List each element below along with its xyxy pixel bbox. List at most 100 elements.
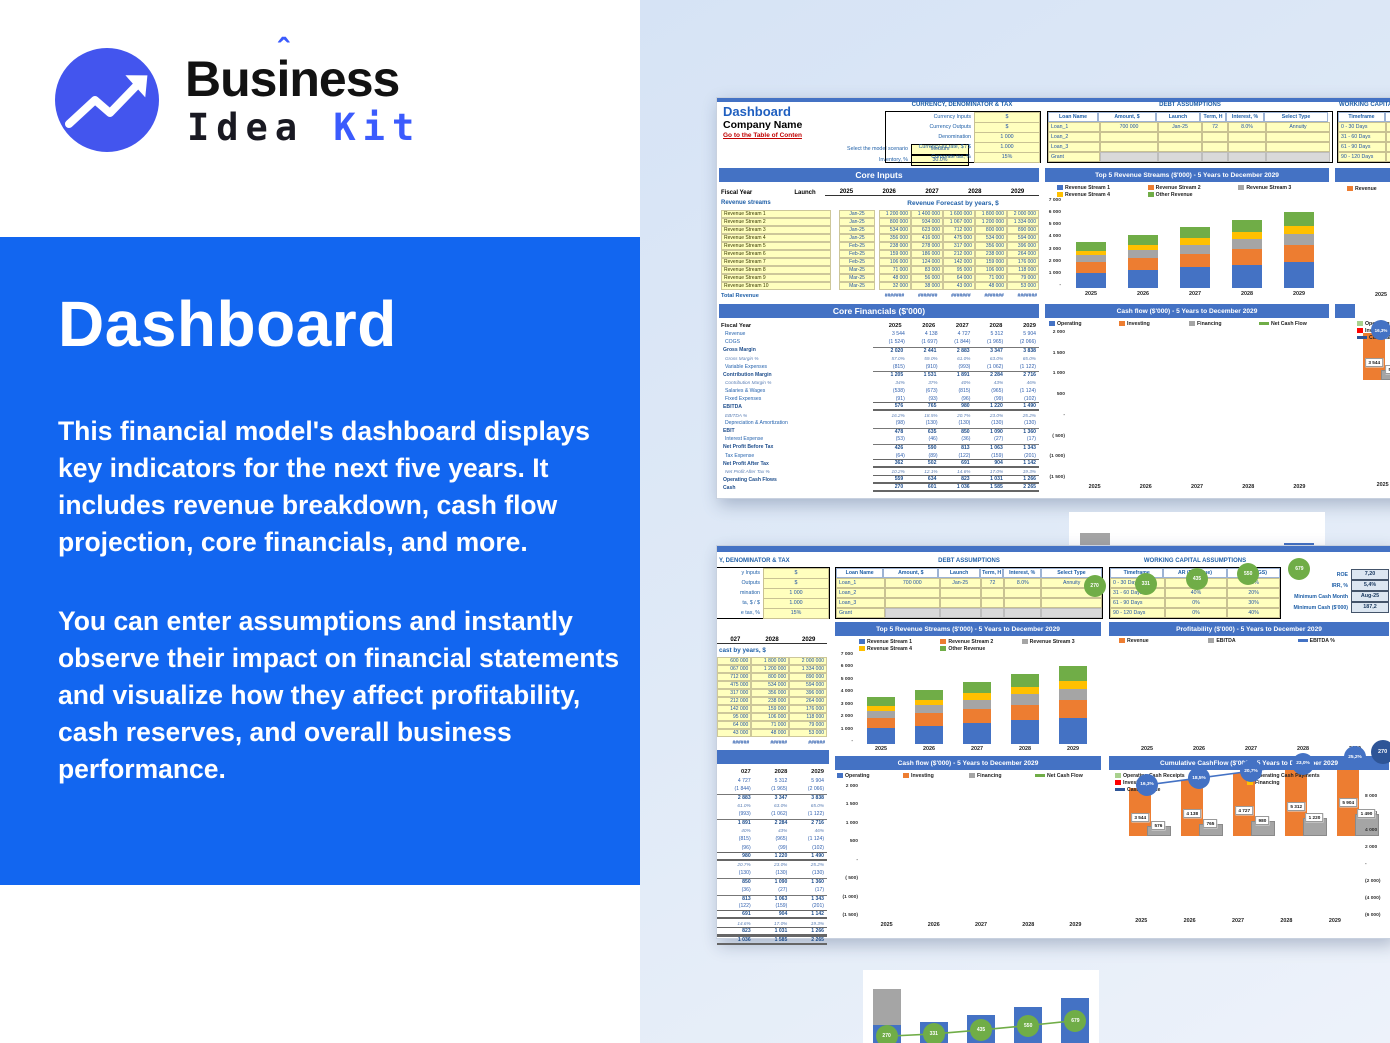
stream-value-cell[interactable]: 1 200 000	[975, 218, 1007, 226]
stream-name-cell[interactable]: Revenue Stream 10	[721, 282, 831, 290]
stream-value-cell[interactable]: 238 000	[975, 250, 1007, 258]
stream-value-cell[interactable]: 71 000	[751, 721, 790, 729]
stream-value-cell[interactable]: 124 000	[911, 258, 943, 266]
input-cell[interactable]: 30%	[1227, 598, 1280, 608]
stream-value-cell[interactable]: 278 000	[911, 242, 943, 250]
stream-name-cell[interactable]: Revenue Stream 7	[721, 258, 831, 266]
stream-value-cell[interactable]: 48 000	[751, 729, 790, 737]
input-cell[interactable]: 40%	[1227, 608, 1280, 618]
input-cell[interactable]: 0%	[1164, 598, 1228, 608]
stream-value-cell[interactable]: 71 000	[975, 274, 1007, 282]
input-cell[interactable]: 20%	[1227, 588, 1280, 598]
input-cell[interactable]: Jan-25	[1158, 122, 1202, 132]
input-cell[interactable]	[980, 588, 1005, 598]
input-cell[interactable]: Grant	[1048, 152, 1100, 162]
stream-value-cell[interactable]: 2 000 000	[1007, 210, 1039, 218]
input-cell[interactable]: 700 000	[1100, 122, 1158, 132]
input-cell[interactable]	[1004, 588, 1042, 598]
stream-value-cell[interactable]: 1 400 000	[911, 210, 943, 218]
stream-value-cell[interactable]: 317 000	[717, 689, 752, 697]
stream-value-cell[interactable]: 264 000	[789, 697, 828, 705]
stream-value-cell[interactable]: 1 800 000	[751, 657, 790, 665]
stream-value-cell[interactable]: 890 000	[1007, 226, 1039, 234]
stream-value-cell[interactable]: 890 000	[789, 673, 828, 681]
stream-value-cell[interactable]: 106 000	[751, 713, 790, 721]
stream-value-cell[interactable]: 475 000	[943, 234, 975, 242]
stream-value-cell[interactable]: 48 000	[879, 274, 911, 282]
input-cell[interactable]: Loan_1	[836, 578, 885, 588]
input-cell[interactable]	[884, 588, 940, 598]
stream-value-cell[interactable]: 800 000	[975, 226, 1007, 234]
table-of-contents-link[interactable]: Go to the Table of Conten	[723, 132, 802, 139]
input-cell[interactable]	[1202, 142, 1228, 152]
assumption-input-cell[interactable]: 15%	[974, 151, 1040, 163]
stream-value-cell[interactable]: 43 000	[717, 729, 752, 737]
stream-value-cell[interactable]: 712 000	[943, 226, 975, 234]
stream-name-cell[interactable]: Revenue Stream 6	[721, 250, 831, 258]
stream-value-cell[interactable]: 71 000	[879, 266, 911, 274]
stream-value-cell[interactable]: 142 000	[717, 705, 752, 713]
stream-value-cell[interactable]: 356 000	[879, 234, 911, 242]
stream-value-cell[interactable]: 238 000	[751, 697, 790, 705]
stream-value-cell[interactable]: 118 000	[789, 713, 828, 721]
input-cell[interactable]: 0%	[1386, 142, 1390, 152]
input-cell[interactable]: Loan_3	[1048, 142, 1100, 152]
stream-value-cell[interactable]: 53 000	[1007, 282, 1039, 290]
stream-value-cell[interactable]: 64 000	[717, 721, 752, 729]
stream-launch-cell[interactable]: Feb-25	[839, 258, 875, 266]
stream-value-cell[interactable]: 396 000	[789, 689, 828, 697]
stream-value-cell[interactable]: 1 200 000	[751, 665, 790, 673]
stream-launch-cell[interactable]: Jan-25	[839, 218, 875, 226]
stream-value-cell[interactable]: 1 334 000	[1007, 218, 1039, 226]
stream-launch-cell[interactable]: Jan-25	[839, 226, 875, 234]
stream-value-cell[interactable]: 56 000	[911, 274, 943, 282]
stream-name-cell[interactable]: Revenue Stream 5	[721, 242, 831, 250]
input-cell[interactable]: Grant	[836, 608, 885, 618]
input-cell[interactable]: Loan_3	[836, 598, 885, 608]
scenario-select[interactable]: Medium	[911, 143, 969, 155]
stream-value-cell[interactable]: 95 000	[717, 713, 752, 721]
stream-value-cell[interactable]: 1 600 000	[943, 210, 975, 218]
input-cell[interactable]	[884, 598, 940, 608]
stream-value-cell[interactable]: 356 000	[751, 689, 790, 697]
stream-value-cell[interactable]: 534 000	[975, 234, 1007, 242]
stream-value-cell[interactable]: 64 000	[943, 274, 975, 282]
stream-value-cell[interactable]: 800 000	[879, 218, 911, 226]
stream-value-cell[interactable]: 712 000	[717, 673, 752, 681]
input-cell[interactable]: 60%	[1386, 122, 1390, 132]
stream-value-cell[interactable]: 186 000	[911, 250, 943, 258]
stream-value-cell[interactable]: 1 200 000	[879, 210, 911, 218]
input-cell[interactable]: 61 - 90 Days	[1338, 142, 1387, 152]
stream-value-cell[interactable]: 623 000	[911, 226, 943, 234]
input-cell[interactable]: 90 - 120 Days	[1110, 608, 1165, 618]
stream-value-cell[interactable]: 534 000	[879, 226, 911, 234]
stream-value-cell[interactable]: 79 000	[1007, 274, 1039, 282]
stream-value-cell[interactable]: 83 000	[911, 266, 943, 274]
input-cell[interactable]: 72	[1202, 122, 1228, 132]
input-cell[interactable]	[1004, 598, 1042, 608]
stream-value-cell[interactable]: 067 000	[717, 665, 752, 673]
input-cell[interactable]	[1228, 132, 1266, 142]
stream-value-cell[interactable]: 264 000	[1007, 250, 1039, 258]
stream-name-cell[interactable]: Revenue Stream 4	[721, 234, 831, 242]
stream-value-cell[interactable]: 594 000	[1007, 234, 1039, 242]
stream-value-cell[interactable]: 317 000	[943, 242, 975, 250]
stream-value-cell[interactable]: 142 000	[943, 258, 975, 266]
stream-value-cell[interactable]: 1 334 000	[789, 665, 828, 673]
stream-value-cell[interactable]: 106 000	[879, 258, 911, 266]
stream-value-cell[interactable]: 594 000	[789, 681, 828, 689]
stream-name-cell[interactable]: Revenue Stream 2	[721, 218, 831, 226]
stream-launch-cell[interactable]: Mar-25	[839, 266, 875, 274]
stream-value-cell[interactable]: 48 000	[975, 282, 1007, 290]
stream-name-cell[interactable]: Revenue Stream 3	[721, 226, 831, 234]
input-cell[interactable]: 8.0%	[1004, 578, 1042, 588]
stream-value-cell[interactable]: 118 000	[1007, 266, 1039, 274]
stream-value-cell[interactable]: 1 800 000	[975, 210, 1007, 218]
stream-value-cell[interactable]: 396 000	[1007, 242, 1039, 250]
assumption-input-cell[interactable]: 15%	[763, 607, 829, 619]
stream-launch-cell[interactable]: Feb-25	[839, 250, 875, 258]
stream-value-cell[interactable]: 600 000	[717, 657, 752, 665]
input-cell[interactable]: 0 - 30 Days	[1338, 122, 1387, 132]
stream-value-cell[interactable]: 32 000	[879, 282, 911, 290]
stream-value-cell[interactable]: 800 000	[751, 673, 790, 681]
